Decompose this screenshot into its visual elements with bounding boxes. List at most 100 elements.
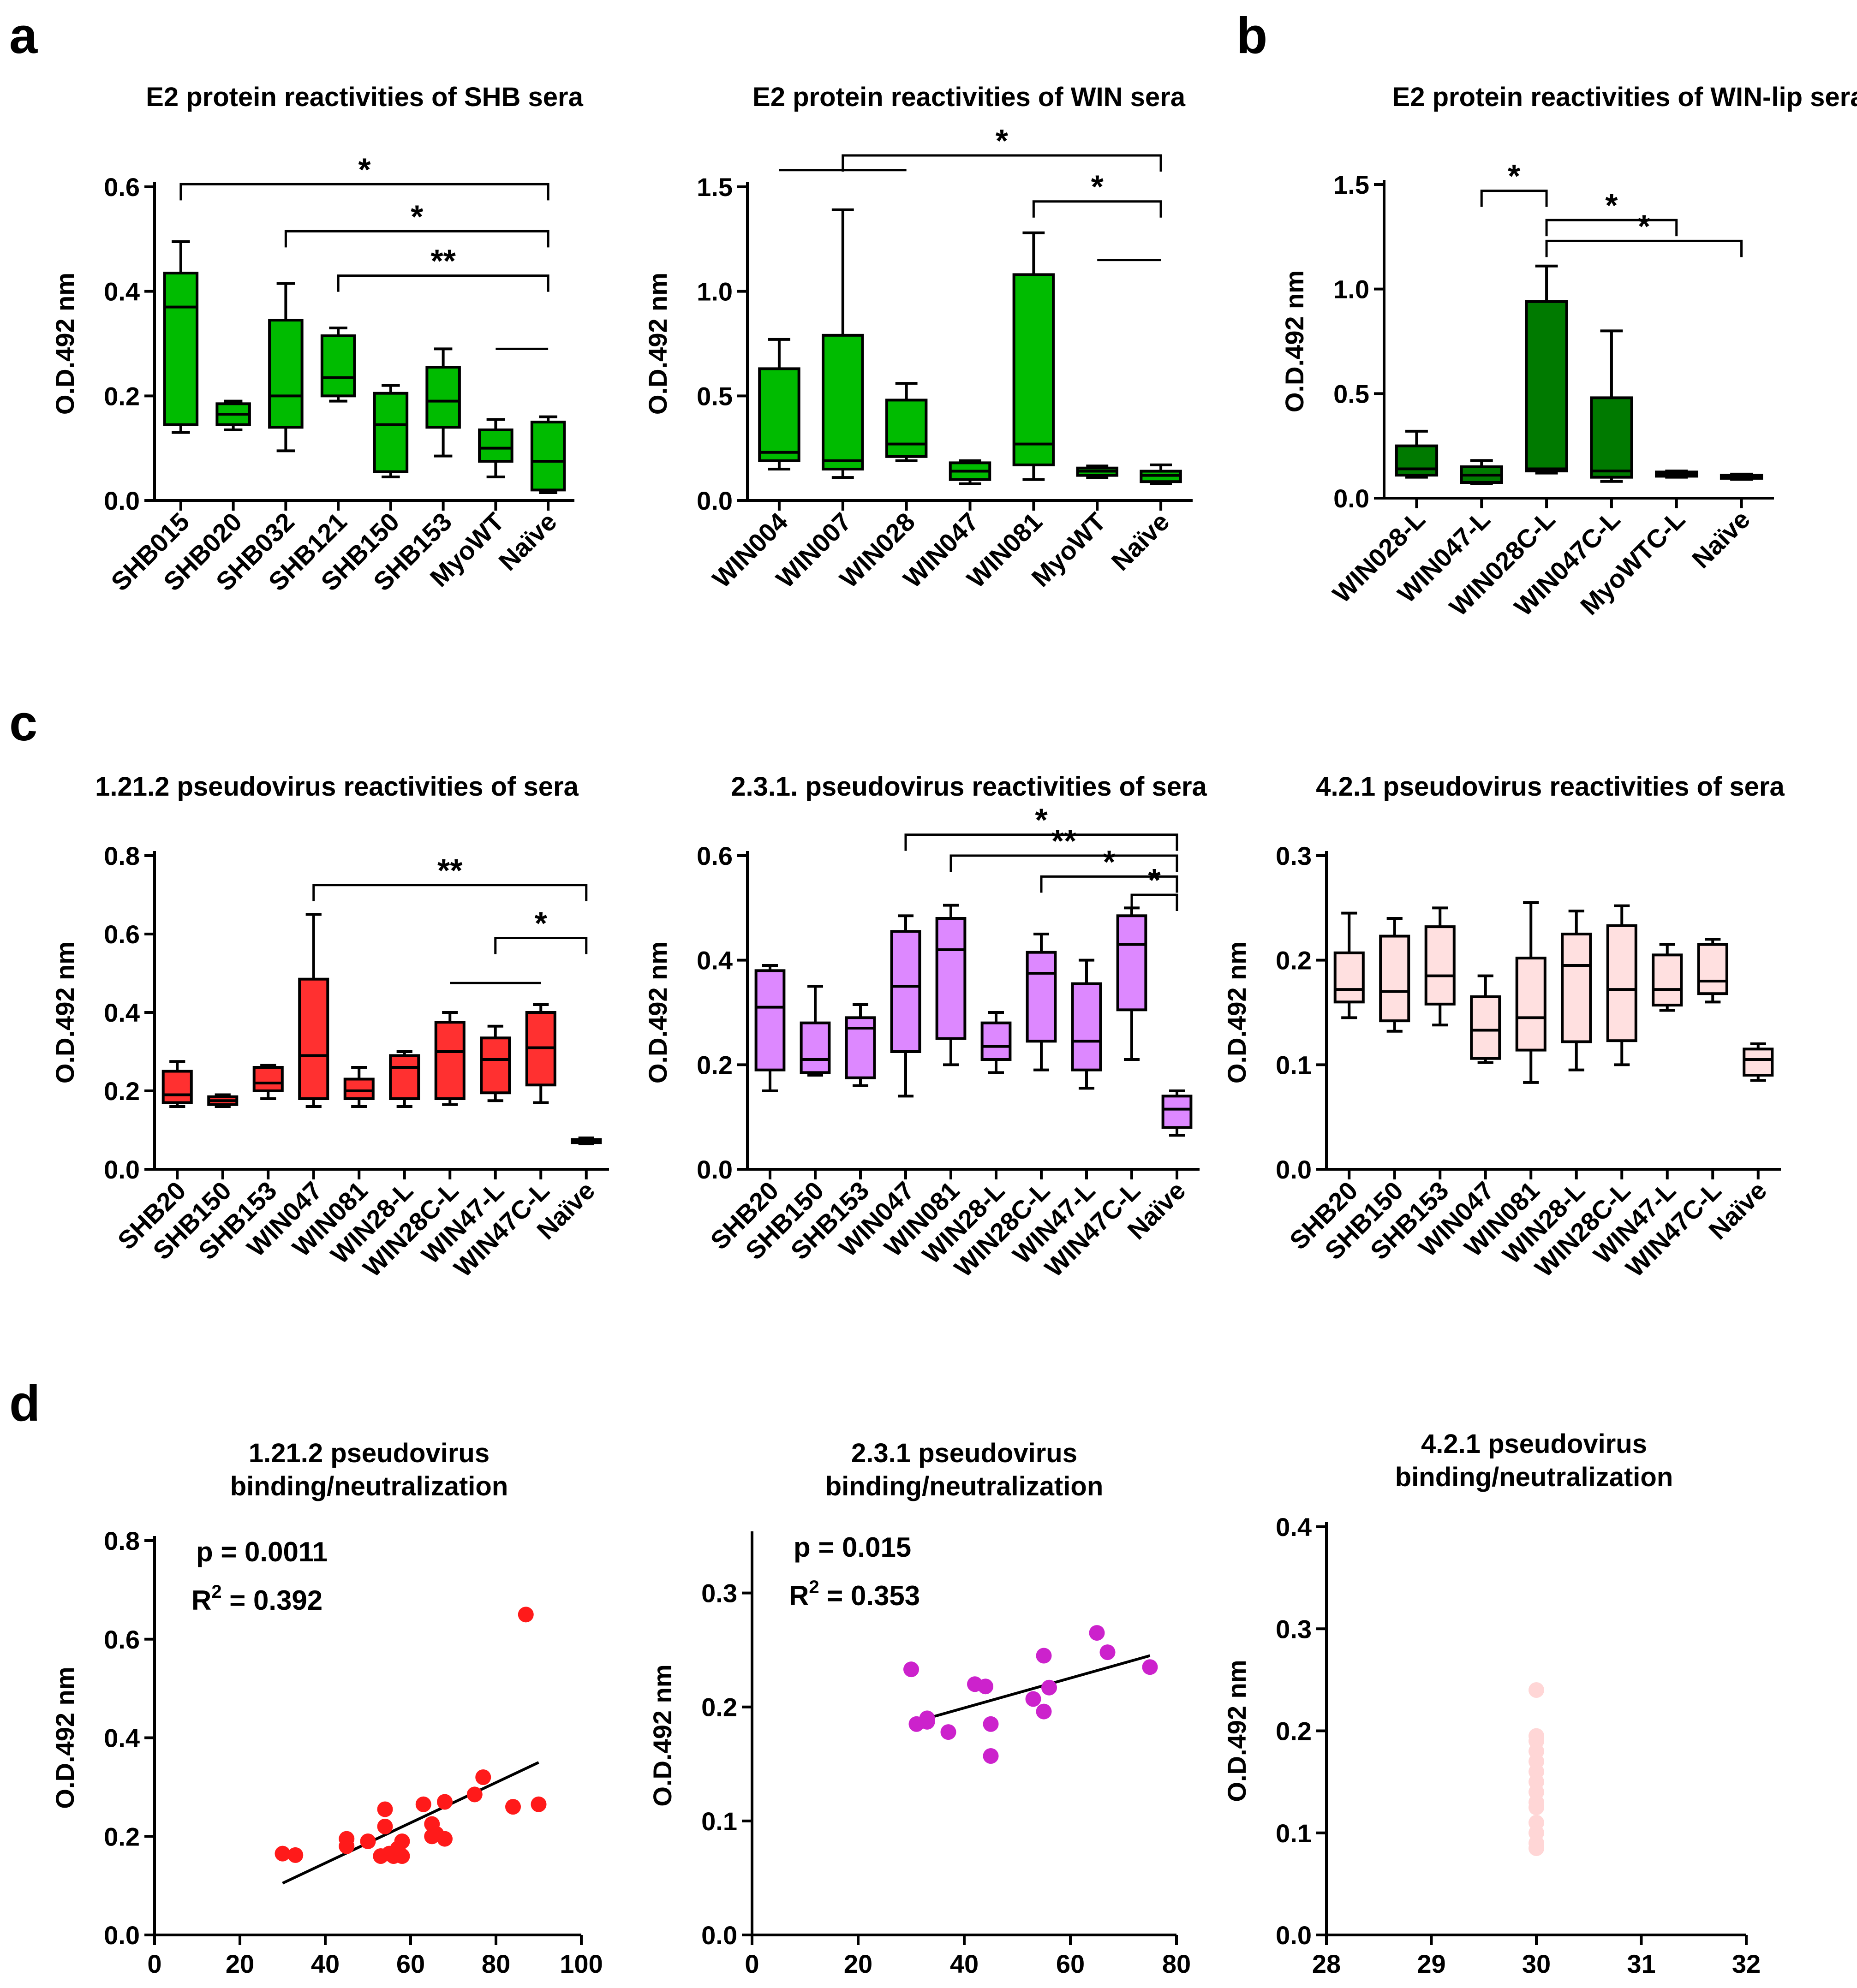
data-point <box>940 1724 956 1740</box>
bracket-line <box>1130 893 1178 911</box>
box-WIN28C-L <box>1026 933 1057 1071</box>
box-iqr <box>163 272 199 426</box>
p-value: p = 0.0011 <box>196 1536 328 1567</box>
chart-c3: 4.2.1 pseudovirus reactivities of sera O.… <box>1222 772 1785 1282</box>
box-iqr <box>480 1036 511 1095</box>
data-point <box>437 1794 453 1810</box>
x-tick-label: 60 <box>396 1949 425 1978</box>
significance-bracket: ** <box>312 852 588 901</box>
box-iqr <box>845 1016 876 1079</box>
data-point <box>1529 1799 1544 1815</box>
box-iqr <box>434 1021 466 1100</box>
data-point <box>287 1847 304 1863</box>
significance-bracket: ** <box>337 243 549 292</box>
chart-title: E2 protein reactivities of WIN-lip sera <box>1392 82 1857 112</box>
x-tick-label: 80 <box>1162 1949 1191 1978</box>
r-squared: R2 = 0.353 <box>789 1577 920 1611</box>
y-axis-label: O.D.492 nm <box>643 941 672 1083</box>
y-tick-label: 0.5 <box>697 381 733 411</box>
y-tick-label: 0.2 <box>104 1077 140 1106</box>
chart-title: 2.3.1. pseudovirus reactivities of sera <box>731 772 1207 802</box>
x-tick-label: 30 <box>1522 1949 1551 1978</box>
significance-bracket: * <box>1130 862 1178 911</box>
chart-c1: 1.21.2 pseudovirus reactivities of sera O… <box>50 772 609 1282</box>
data-point <box>1529 1840 1544 1856</box>
significance-label: ** <box>430 243 456 279</box>
significance-label: * <box>411 198 424 234</box>
significance-bracket: ** <box>949 823 1178 872</box>
significance-bracket: * <box>904 802 1178 851</box>
box-iqr <box>1470 995 1501 1060</box>
box-SHB150 <box>373 384 409 478</box>
data-point <box>1529 1682 1544 1698</box>
data-point <box>1142 1659 1158 1675</box>
box-WIN28-L <box>389 1050 420 1108</box>
r-squared-value: = 0.392 <box>222 1585 323 1616</box>
box-WIN47-L <box>480 1024 511 1102</box>
box-WIN47-L <box>1071 958 1102 1090</box>
bracket-line <box>1032 200 1162 218</box>
y-tick-label: 0.4 <box>104 998 140 1027</box>
y-tick-label: 0.0 <box>104 1155 140 1184</box>
chart-title: E2 protein reactivities of SHB sera <box>146 82 583 112</box>
chart-title: E2 protein reactivities of WIN sera <box>752 82 1186 112</box>
box-WIN47C-L <box>1697 938 1728 1004</box>
box-WIN28-L <box>980 1011 1012 1074</box>
box-iqr <box>1743 1048 1774 1077</box>
bracket-line <box>179 183 549 201</box>
box-Naïve <box>1140 463 1182 485</box>
data-point <box>466 1786 483 1803</box>
y-tick-label: 0.4 <box>104 1724 140 1753</box>
box-iqr <box>1525 300 1568 473</box>
box-iqr <box>980 1021 1012 1061</box>
y-tick-label: 0.6 <box>104 1625 140 1654</box>
box-SHB121 <box>320 327 356 403</box>
bracket-line <box>494 937 588 954</box>
x-tick-label: Naïve <box>493 507 562 576</box>
chart-b: E2 protein reactivities of WIN-lip sera O… <box>1280 82 1857 622</box>
y-axis-label: O.D.492 nm <box>648 1664 677 1806</box>
box-iqr <box>1697 943 1728 995</box>
y-tick-label: 0.4 <box>697 946 733 975</box>
box-iqr <box>252 1066 284 1092</box>
bracket-line <box>1545 219 1678 237</box>
box-WIN47-L <box>1652 943 1683 1012</box>
panel-letter-a: a <box>9 7 38 64</box>
y-tick-label: 0.6 <box>104 173 140 202</box>
data-point <box>475 1769 491 1785</box>
y-tick-label: 0.2 <box>104 1822 140 1851</box>
box-iqr <box>1652 953 1683 1007</box>
x-tick-label: 20 <box>844 1949 872 1978</box>
y-axis-label: O.D.492 nm <box>1222 1660 1251 1802</box>
significance-label: * <box>1103 844 1116 880</box>
data-point <box>377 1818 393 1834</box>
data-point <box>1089 1625 1105 1641</box>
box-iqr <box>298 977 329 1100</box>
y-axis-label: O.D.492 nm <box>50 273 79 415</box>
x-tick-label: 40 <box>311 1949 340 1978</box>
box-iqr <box>1590 396 1633 479</box>
x-tick-label: 0 <box>147 1949 161 1978</box>
y-tick-label: 0.2 <box>1276 1717 1312 1746</box>
y-tick-label: 0.1 <box>701 1807 737 1836</box>
panel-letters: a b c d <box>9 7 1267 1432</box>
box-iqr <box>1161 1095 1193 1129</box>
y-tick-label: 0.6 <box>104 920 140 949</box>
box-iqr <box>1395 444 1439 477</box>
data-point <box>1036 1648 1052 1664</box>
box-MyoWTC-L <box>1655 470 1698 479</box>
data-point <box>360 1833 376 1849</box>
y-tick-label: 1.0 <box>1333 275 1369 304</box>
box-iqr <box>389 1054 420 1100</box>
box-iqr <box>822 333 864 470</box>
significance-label: * <box>535 905 548 941</box>
box-iqr <box>935 917 967 1040</box>
y-tick-label: 0.2 <box>104 381 140 411</box>
data-point <box>978 1678 993 1695</box>
box-SHB032 <box>268 282 304 452</box>
y-tick-label: 0.5 <box>1333 379 1369 408</box>
box-iqr <box>890 930 921 1054</box>
